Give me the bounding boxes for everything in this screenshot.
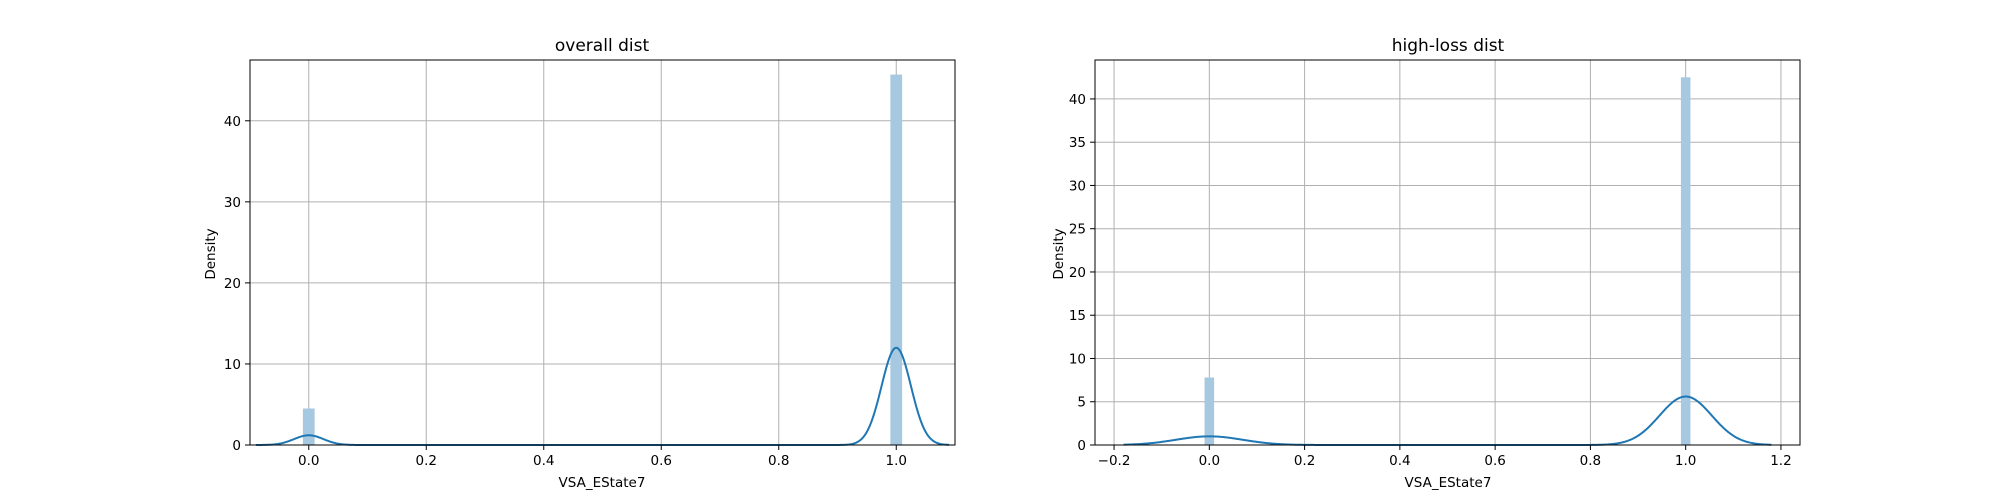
y-tick-label: 0: [1077, 438, 1086, 454]
y-tick-label: 40: [224, 114, 241, 130]
histogram-bar: [1204, 377, 1215, 445]
y-tick-label: 35: [1069, 135, 1086, 151]
y-tick-label: 25: [1069, 222, 1086, 238]
x-tick-label: 0.8: [1580, 453, 1601, 469]
histogram-bar: [890, 74, 903, 445]
kde-line: [255, 346, 950, 446]
y-tick-label: 15: [1069, 308, 1086, 324]
y-tick-label: 10: [1069, 351, 1086, 367]
x-tick-label: 0.4: [1389, 453, 1410, 469]
x-tick-label: 0.2: [1294, 453, 1315, 469]
x-tick-label: 1.0: [886, 453, 907, 469]
x-tick-label: 0.8: [768, 453, 789, 469]
y-tick-label: 10: [224, 357, 241, 373]
x-tick-label: −0.2: [1098, 453, 1131, 469]
y-tick-label: 5: [1077, 395, 1086, 411]
chart-title: high-loss dist: [1392, 36, 1505, 56]
chart-overall-dist: overall dist VSA_EState7 Density 0.0 0.2 0…: [203, 36, 956, 491]
y-tick-label: 30: [1069, 178, 1086, 194]
x-axis-label: VSA_EState7: [1405, 475, 1492, 491]
y-tick-label: 30: [224, 195, 241, 211]
chart-title: overall dist: [555, 36, 650, 56]
x-tick-label: 0.2: [416, 453, 437, 469]
x-tick-label: 0.0: [1199, 453, 1220, 469]
x-tick-label: 1.2: [1770, 453, 1791, 469]
histogram-bar: [1680, 77, 1691, 445]
y-axis-label: Density: [203, 228, 219, 279]
plot-frame: [1094, 59, 1801, 446]
gridlines: [1095, 60, 1800, 446]
gridlines: [250, 60, 955, 446]
x-tick-label: 1.0: [1675, 453, 1696, 469]
y-tick-label: 20: [1069, 265, 1086, 281]
y-tick-label: 40: [1069, 92, 1086, 108]
x-tick-label: 0.6: [1484, 453, 1505, 469]
x-tick-label: 0.4: [533, 453, 554, 469]
y-tick-label: 0: [232, 438, 241, 454]
chart-high-loss-dist: high-loss dist VSA_EState7 Density −0.2 0…: [1051, 36, 1801, 491]
y-tick-label: 20: [224, 276, 241, 292]
plot-frame: [249, 59, 956, 446]
kde-line: [1123, 395, 1772, 446]
x-axis-label: VSA_EState7: [559, 475, 646, 491]
y-axis-label: Density: [1051, 228, 1067, 279]
x-tick-label: 0.6: [651, 453, 672, 469]
x-tick-label: 0.0: [298, 453, 319, 469]
histogram-bar: [302, 408, 315, 445]
